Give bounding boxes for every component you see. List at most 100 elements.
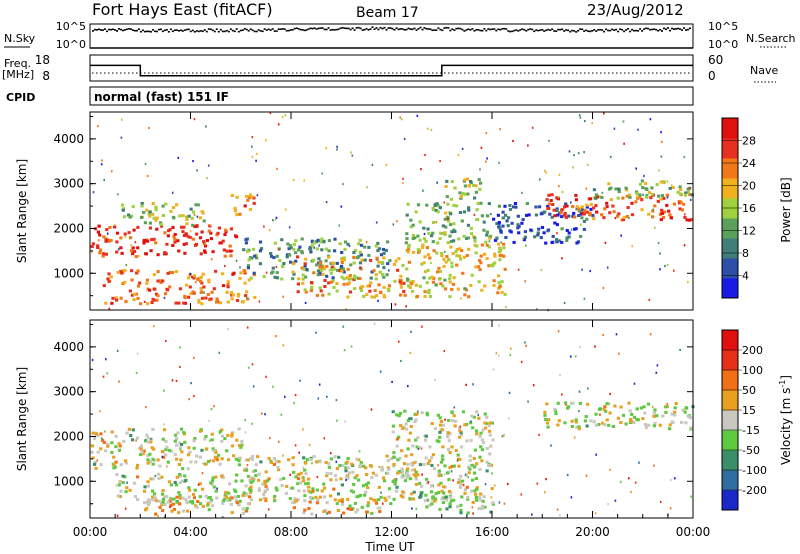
range-gate-cell [594,423,598,427]
range-gate-cell [585,205,589,209]
range-gate-cell [458,457,462,461]
range-gate-cell [474,477,478,480]
range-gate-cell [178,441,182,445]
noise-point [673,28,675,30]
noise-point [525,30,528,32]
range-gate-cell [146,302,150,306]
colorbar-swatch [722,158,738,179]
range-gate-cell [605,418,609,422]
range-gate-cell [430,422,434,425]
range-gate-cell [245,194,249,198]
range-gate-cell [447,489,451,493]
range-gate-cell [422,226,426,230]
range-gate-cell [294,239,298,243]
range-gate-cell [175,475,179,479]
range-gate-cell [408,477,413,481]
range-gate-cell [318,244,320,247]
range-gate-cell [660,208,664,212]
range-gate-cell [99,447,103,451]
range-gate-cell [469,283,473,287]
range-gate-cell [432,467,437,471]
range-gate-cell [238,276,242,280]
range-gate-cell [136,498,140,502]
range-gate-cell [106,442,110,446]
range-gate-cell [196,169,198,172]
range-gate-cell [169,505,171,509]
range-gate-cell [292,470,296,474]
range-gate-cell [606,266,609,269]
noise-point [529,28,532,30]
y-tick-label: 3000 [53,177,84,191]
range-gate-cell [161,509,165,513]
range-gate-cell [628,477,630,480]
range-gate-cell [159,223,163,226]
noise-point [122,29,124,32]
range-gate-cell [553,407,557,411]
range-gate-cell [375,256,379,260]
range-gate-cell [593,421,596,424]
noise-point [127,28,130,30]
range-gate-cell [431,221,436,224]
range-gate-cell [414,477,419,481]
range-gate-cell [422,261,426,265]
range-gate-cell [382,476,386,480]
range-gate-cell [376,241,380,245]
noise-point [169,28,172,31]
range-gate-cell [252,247,256,251]
range-gate-cell [501,216,505,220]
range-gate-cell [135,371,138,375]
noise-point [599,28,602,31]
range-gate-cell [652,411,656,415]
range-gate-cell [381,502,384,505]
range-gate-cell [171,271,175,275]
range-gate-cell [463,488,467,492]
range-gate-cell [480,288,484,292]
range-gate-cell [405,475,409,479]
range-gate-cell [161,497,165,501]
range-gate-cell [211,447,215,451]
range-gate-cell [568,150,571,153]
range-gate-cell [477,413,479,417]
range-gate-cell [452,464,456,468]
range-gate-cell [204,494,208,498]
range-gate-cell [603,207,607,211]
range-gate-cell [366,186,368,189]
range-gate-cell [302,267,306,271]
range-gate-cell [460,297,462,300]
range-gate-cell [135,439,137,442]
noise-point [295,27,298,29]
range-gate-cell [292,178,295,182]
range-gate-cell [351,490,355,494]
range-gate-cell [387,467,391,471]
range-gate-cell [198,236,203,240]
range-gate-cell [136,284,141,288]
range-gate-cell [436,270,440,274]
range-gate-cell [459,482,463,486]
range-gate-cell [175,500,179,504]
noise-point [106,30,108,33]
range-gate-cell [656,199,660,203]
range-gate-cell [90,450,94,454]
noise-point [435,29,438,31]
range-gate-cell [196,215,199,218]
range-gate-cell [366,501,371,505]
range-gate-cell [545,478,547,481]
range-gate-cell [182,234,186,237]
noise-point [645,27,648,30]
range-gate-cell [632,421,636,424]
range-gate-cell [513,202,518,205]
range-gate-cell [668,423,672,427]
range-gate-cell [321,293,325,297]
range-gate-cell [196,203,200,207]
range-gate-cell [480,438,484,442]
range-gate-cell [444,260,448,264]
range-gate-cell [321,172,323,175]
range-gate-cell [438,268,441,272]
range-gate-cell [448,277,452,281]
range-gate-cell [291,500,295,504]
range-gate-cell [224,490,228,494]
range-gate-cell [426,268,430,272]
noise-point [551,28,554,30]
range-gate-cell [154,241,158,245]
